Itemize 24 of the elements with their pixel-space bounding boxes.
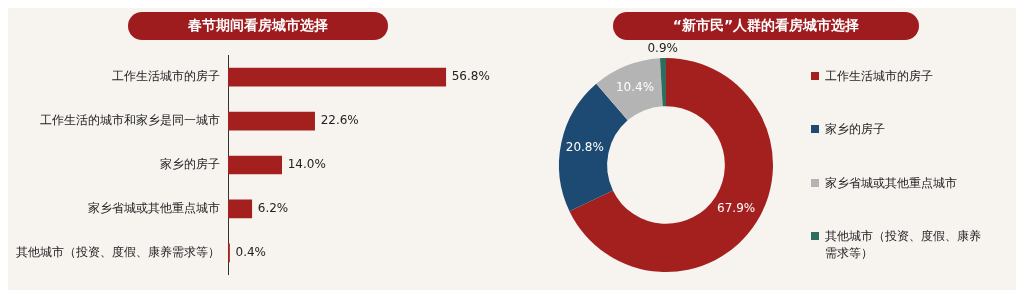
data-label: 0.9%	[647, 41, 678, 56]
y-tick-label: 工作生活城市的房子	[112, 69, 220, 84]
data-label: 6.2%	[257, 201, 289, 216]
bar	[228, 67, 447, 87]
y-tick-label: 工作生活的城市和家乡是同一城市	[40, 113, 220, 128]
data-label: 20.8%	[565, 140, 604, 155]
legend-label: 工作生活城市的房子	[825, 68, 933, 86]
data-label: 10.4%	[615, 80, 655, 95]
data-label: 67.9%	[717, 201, 756, 216]
y-tick-label: 家乡的房子	[160, 157, 220, 172]
data-label: 56.8%	[451, 69, 490, 84]
data-label: 0.4%	[235, 244, 267, 259]
chart-title: “新市民”人群的看房城市选择	[612, 12, 920, 40]
data-label: 22.6%	[320, 113, 359, 128]
y-tick-label: 其他城市（投资、度假、康养需求等）	[16, 244, 220, 259]
y-tick-label: 家乡省城或其他重点城市	[88, 201, 220, 216]
legend-label: 家乡省城或其他重点城市	[825, 174, 957, 192]
bar	[228, 155, 282, 175]
legend-label: 家乡的房子	[825, 121, 885, 139]
legend-label: 其他城市（投资、度假、康养需求等）	[825, 227, 982, 262]
bar	[228, 199, 253, 219]
data-label: 14.0%	[287, 157, 326, 172]
chart-title: 春节期间看房城市选择	[128, 12, 388, 40]
bar	[228, 111, 315, 131]
